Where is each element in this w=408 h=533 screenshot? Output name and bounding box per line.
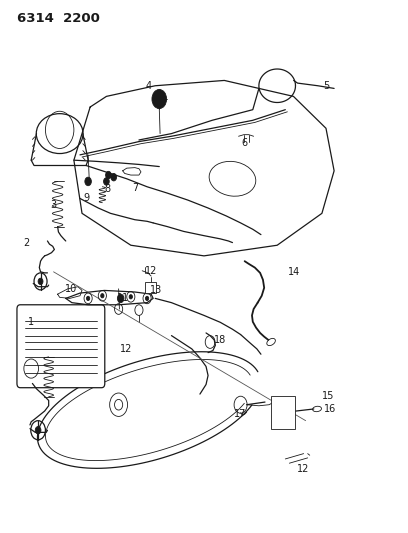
Text: 14: 14 xyxy=(288,267,300,277)
Circle shape xyxy=(101,294,104,298)
Text: 12: 12 xyxy=(297,464,310,473)
Circle shape xyxy=(106,171,111,179)
Text: 4: 4 xyxy=(146,81,152,91)
Circle shape xyxy=(129,295,133,299)
Circle shape xyxy=(118,294,124,303)
Text: 13: 13 xyxy=(150,286,162,295)
Text: 3: 3 xyxy=(51,200,57,211)
Circle shape xyxy=(152,90,166,109)
Circle shape xyxy=(38,278,43,285)
Circle shape xyxy=(85,177,91,185)
Bar xyxy=(271,395,295,429)
Text: 16: 16 xyxy=(324,404,336,414)
Circle shape xyxy=(86,296,90,301)
FancyBboxPatch shape xyxy=(17,305,105,387)
Text: 12: 12 xyxy=(145,266,157,276)
Text: 6: 6 xyxy=(242,138,248,148)
Text: 15: 15 xyxy=(322,391,335,401)
Text: 17: 17 xyxy=(235,409,247,419)
Text: 8: 8 xyxy=(104,184,110,195)
Text: 2: 2 xyxy=(23,238,29,247)
Bar xyxy=(145,282,156,293)
Text: 11: 11 xyxy=(118,293,130,303)
Text: 1: 1 xyxy=(28,317,34,327)
Text: 12: 12 xyxy=(120,344,132,354)
Circle shape xyxy=(145,296,149,301)
Text: 9: 9 xyxy=(83,193,89,204)
Circle shape xyxy=(104,177,109,185)
Text: 5: 5 xyxy=(323,81,329,91)
Text: 7: 7 xyxy=(132,183,138,193)
Circle shape xyxy=(111,173,117,181)
Text: 18: 18 xyxy=(214,335,226,345)
Circle shape xyxy=(35,426,41,434)
Text: 10: 10 xyxy=(64,285,77,294)
Text: 6314  2200: 6314 2200 xyxy=(17,12,100,26)
